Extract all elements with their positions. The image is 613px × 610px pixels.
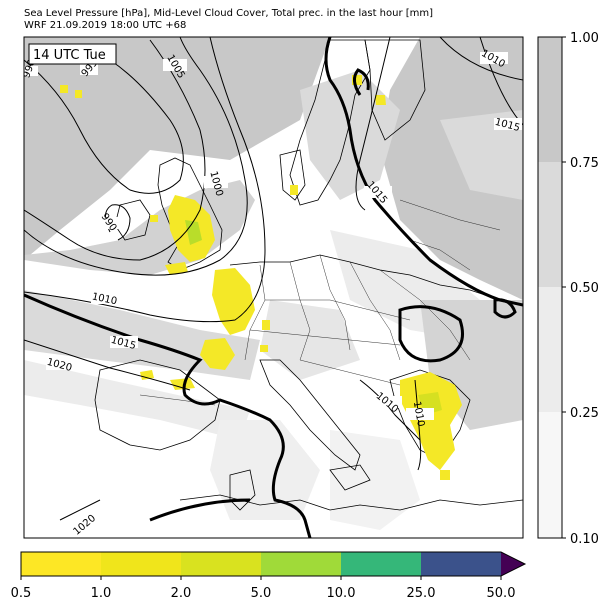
- isobar-1010-west: [24, 37, 266, 323]
- precip-colorbar-frame: [20, 551, 527, 577]
- precip-tick-label: 10.0: [327, 586, 356, 601]
- cloud-colorbar-segment: [538, 37, 562, 162]
- cloud-colorbar-segment: [538, 412, 562, 538]
- cloud-colorbar-segment: [538, 287, 562, 412]
- precip-colorbar-segment: [101, 552, 181, 576]
- isobar-1010-greece: [414, 379, 422, 471]
- precip-colorbar-segment: [341, 552, 421, 576]
- isobar-1000: [24, 39, 206, 261]
- isobar-1015-balkans: [398, 305, 464, 363]
- isobar-1015-small-ring: [493, 298, 517, 319]
- precip-colorbar-segment: [421, 552, 501, 576]
- sicily-outline: [329, 464, 371, 491]
- time-label: 14 UTC Tue: [33, 48, 106, 63]
- isobar-1020-sw: [59, 499, 101, 521]
- iberia-outline: [94, 359, 221, 451]
- isobar-1010-balkans: [359, 379, 421, 441]
- isobar-1010-ne: [439, 37, 523, 81]
- precipitation-layer: [60, 75, 462, 480]
- title-line-1: Sea Level Pressure [hPa], Mid-Level Clou…: [24, 8, 434, 19]
- precip-tick-label: 50.0: [487, 586, 516, 601]
- cloud-tick-label: 0.75: [570, 156, 599, 171]
- isobar-1015-scandi: [353, 68, 370, 96]
- isobar-label: 1010: [91, 291, 118, 307]
- precip-tick-label: 2.0: [171, 586, 192, 601]
- cloud-colorbar-segment: [538, 162, 562, 287]
- cloud-tick-label: 0.25: [570, 406, 599, 421]
- cloud-colorbar: 1.00 0.75 0.50 0.25 0.10: [537, 31, 599, 547]
- precip-tick-label: 25.0: [407, 586, 436, 601]
- map-panel: 990 995 1005 1000 990 1010 1015 1020 101…: [24, 37, 523, 538]
- italy-outline: [259, 359, 361, 471]
- sardinia-outline: [229, 469, 256, 511]
- chart-title: Sea Level Pressure [hPa], Mid-Level Clou…: [24, 8, 433, 32]
- isobar-labels: 990 995 1005 1000 990 1010 1015 1020 101…: [24, 48, 522, 538]
- time-label-box: 14 UTC Tue: [28, 43, 117, 65]
- cloud-tick-label: 0.50: [570, 281, 599, 296]
- precip-tick-label: 1.0: [91, 586, 112, 601]
- great-britain-outline: [157, 157, 223, 271]
- cloud-tick-label: 1.00: [570, 31, 599, 46]
- isobar-1015-west-thick: [24, 293, 312, 538]
- precip-tick-label: 5.0: [251, 586, 272, 601]
- precip-colorbar: 0.5 1.0 2.0 5.0 10.0 25.0 50.0: [11, 551, 527, 601]
- precip-colorbar-segment: [261, 552, 341, 576]
- isobar-layer: [24, 37, 523, 521]
- cloud-tick-label: 0.10: [570, 532, 599, 547]
- title-line-2: WRF 21.09.2019 18:00 UTC +68: [24, 20, 187, 31]
- isobar-995: [24, 59, 184, 194]
- isobar-1015-africa: [149, 498, 251, 522]
- isobar-1005: [24, 37, 248, 276]
- precip-colorbar-extend-arrow: [501, 552, 525, 576]
- isobar-label: 1010: [411, 401, 426, 428]
- isobar-1015-east: [355, 37, 391, 211]
- isobar-1020: [24, 339, 191, 391]
- precip-colorbar-segment: [181, 552, 261, 576]
- precip-tick-label: 0.5: [11, 586, 32, 601]
- map-frame: [23, 36, 524, 539]
- precip-colorbar-segment: [21, 552, 101, 576]
- isobar-990: [105, 204, 131, 241]
- baltic-outline: [364, 39, 426, 141]
